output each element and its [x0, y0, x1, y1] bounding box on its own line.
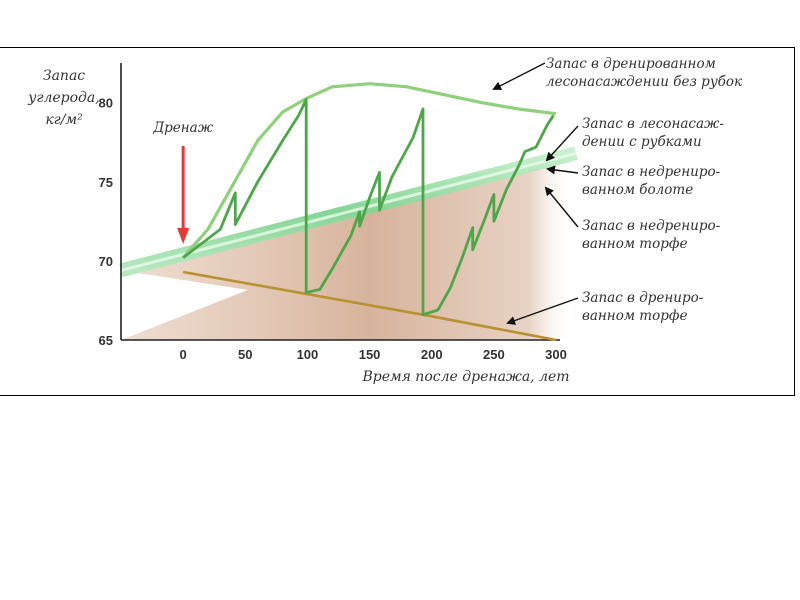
frame-top-border: [0, 47, 795, 48]
y-tick-label: 75: [99, 175, 113, 190]
annotation-line: ванном торфе: [582, 236, 687, 252]
undrained-mire-highlight: [120, 151, 577, 272]
series-layer: [181, 82, 557, 342]
annotation-line: ванном торфе: [582, 308, 687, 324]
y-tick-label: 70: [99, 254, 113, 269]
annotation-arrow: [544, 186, 579, 228]
x-tick-label: 0: [180, 347, 187, 362]
annotation-undrained-mire: Запас в недрениро-ванном болоте: [582, 164, 721, 198]
x-tick-label: 100: [297, 347, 319, 362]
annotation-line: Запас в недрениро-: [582, 218, 721, 234]
annotation-arrow: [492, 62, 546, 90]
y-axis-label-line: кг/м²: [45, 112, 83, 128]
annotation-line: Запас в дренированном: [546, 56, 716, 72]
annotation-line: лесонасаждении без рубок: [546, 74, 743, 90]
x-tick-label: 250: [483, 347, 505, 362]
annotation-line: ванном болоте: [582, 182, 693, 198]
annotation-line: Запас в дрениро-: [582, 290, 704, 306]
y-tick-label: 80: [99, 96, 113, 111]
x-tick-label: 50: [238, 347, 252, 362]
drainage-arrow-head: [177, 228, 190, 244]
annotation-drained-no-harvest: Запас в дренированном лесонасаждении без …: [546, 56, 743, 90]
x-tick-label: 150: [359, 347, 381, 362]
x-axis-label: Время после дренажа, лет: [361, 369, 569, 385]
with-harvest-line: [182, 98, 555, 317]
y-axis-label-line: Запас: [43, 68, 85, 84]
annotation-arrow: [506, 297, 579, 325]
x-tick-label: 200: [421, 347, 443, 362]
frame-right-border: [794, 47, 795, 396]
drained-peat-line: [182, 270, 557, 342]
annotation-line: Запас в лесонасаж-: [582, 116, 724, 132]
y-tick-label: 65: [99, 333, 113, 348]
annotation-with-harvest: Запас в лесонасаж-дении с рубками: [582, 116, 724, 150]
y-axis-label: Запас углерода, кг/м²: [27, 68, 99, 128]
annotation-line: дении с рубками: [582, 134, 702, 150]
annotation-arrow: [545, 125, 579, 162]
annotation-arrow: [546, 165, 579, 175]
fill-layer: [119, 146, 578, 340]
drained-no-harvest-line: [181, 82, 557, 259]
annotation-line: Запас в недрениро-: [582, 164, 721, 180]
annotation-drained-peat: Запас в дрениро-ванном торфе: [582, 290, 704, 324]
drainage-label: Дренаж: [152, 120, 214, 136]
undrained-peat-area: [121, 159, 574, 340]
axes-layer: 65 70 75 80 0 50 100 150 200 250 300: [99, 63, 567, 362]
x-tick-label: 300: [545, 347, 567, 362]
frame-bottom-border: [0, 395, 795, 396]
y-axis-label-line: углерода,: [27, 90, 99, 106]
annotation-undrained-peat: Запас в недрениро-ванном торфе: [582, 218, 721, 252]
annotation-layer: Запас в дренированном лесонасаждении без …: [177, 56, 743, 325]
